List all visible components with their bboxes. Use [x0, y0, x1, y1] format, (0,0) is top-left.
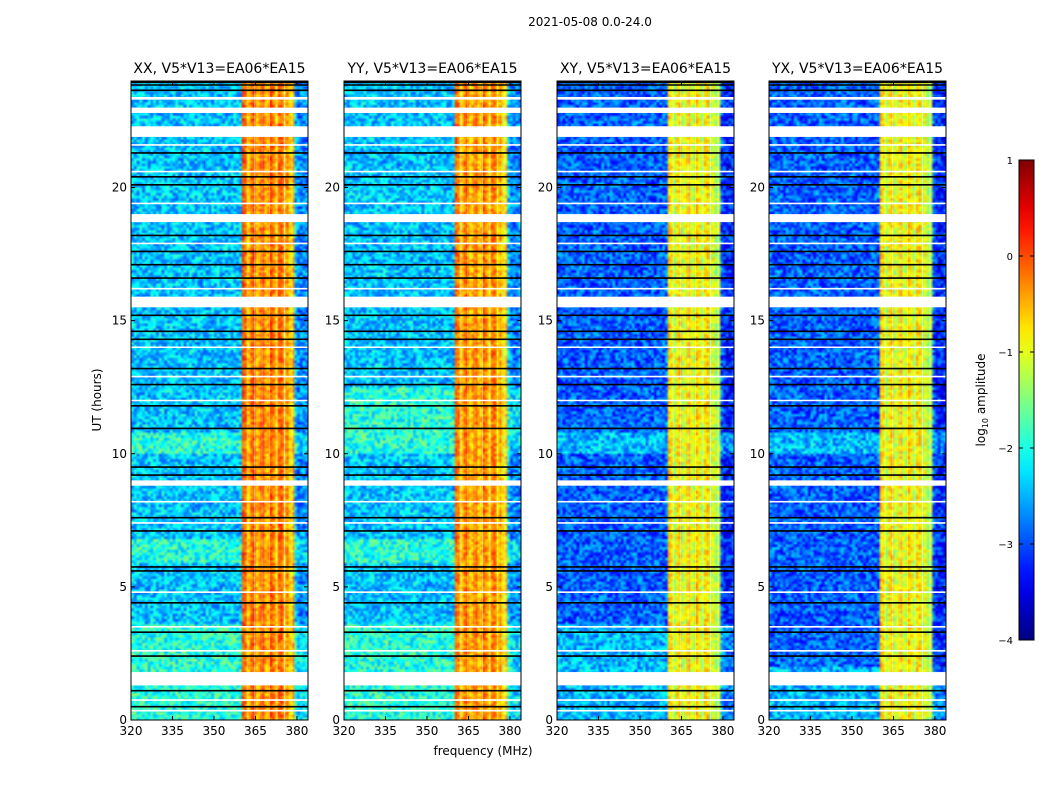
flagged-band [769, 96, 946, 100]
x-tick-label: 365 [670, 724, 693, 738]
flagged-band [769, 480, 946, 486]
y-tick-label: 15 [112, 314, 127, 328]
x-tick-label: 380 [711, 724, 734, 738]
panel-title: XY, V5*V13=EA06*EA15 [560, 61, 731, 77]
y-tick-label: 0 [332, 713, 340, 727]
x-tick-label: 380 [923, 724, 946, 738]
panel-title: YX, V5*V13=EA06*EA15 [771, 61, 943, 77]
x-tick-label: 320 [333, 724, 356, 738]
y-tick-label: 0 [119, 713, 127, 727]
flagged-band [344, 96, 521, 100]
panel-frame [343, 80, 522, 721]
flagged-band [557, 480, 734, 486]
y-tick-label: 0 [757, 713, 765, 727]
panels-group: XX, V5*V13=EA06*EA15 320 335 350 365 380 0 5 10 1… [112, 61, 947, 738]
x-tick-label: 320 [120, 724, 143, 738]
y-tick-label: 5 [119, 580, 127, 594]
x-tick-label: 335 [799, 724, 822, 738]
y-tick-label: 5 [332, 580, 340, 594]
flagged-band [131, 672, 308, 686]
x-tick-label: 335 [374, 724, 397, 738]
flagged-band [344, 126, 521, 137]
panel-frame [768, 80, 947, 721]
panel-frame [130, 80, 309, 721]
colorbar-tick-label: −2 [998, 444, 1013, 455]
panel-4: YX, V5*V13=EA06*EA15 320 335 350 365 380 0 5 10 1… [750, 61, 947, 738]
panel-2: YY, V5*V13=EA06*EA15 320 335 350 365 380 0 5 10 1… [325, 61, 522, 738]
flagged-band [557, 126, 734, 137]
colorbar-label: log10 amplitude [974, 354, 990, 447]
flagged-band [557, 214, 734, 223]
colorbar-label-subscript: 10 [981, 418, 990, 428]
x-tick-label: 380 [285, 724, 308, 738]
panel-1: XX, V5*V13=EA06*EA15 320 335 350 365 380 0 5 10 1… [112, 61, 309, 738]
flagged-band [557, 96, 734, 100]
colorbar: 1 0 −1 −2 −3 −4 [998, 156, 1035, 647]
panel-3: XY, V5*V13=EA06*EA15 320 335 350 365 380 0 5 10 1… [538, 61, 735, 738]
x-tick-label: 350 [629, 724, 652, 738]
flagged-band [344, 214, 521, 223]
flagged-band [131, 96, 308, 100]
x-tick-label: 350 [203, 724, 226, 738]
colorbar-tick-label: 0 [1007, 252, 1013, 263]
y-tick-label: 20 [112, 181, 127, 195]
colorbar-gradient [1018, 159, 1035, 641]
flagged-band [344, 296, 521, 308]
y-tick-label: 20 [538, 181, 553, 195]
x-tick-label: 365 [882, 724, 905, 738]
panel-frame [556, 80, 735, 721]
y-tick-label: 20 [750, 181, 765, 195]
y-tick-label: 10 [325, 447, 340, 461]
x-tick-label: 335 [161, 724, 184, 738]
panel-title: YY, V5*V13=EA06*EA15 [346, 61, 517, 77]
x-tick-label: 320 [758, 724, 781, 738]
x-tick-label: 365 [457, 724, 480, 738]
flagged-band [769, 296, 946, 308]
flagged-band [557, 296, 734, 308]
x-axis-label: frequency (MHz) [433, 744, 532, 758]
y-axis-label: UT (hours) [90, 368, 104, 431]
y-tick-label: 0 [545, 713, 553, 727]
flagged-band [131, 296, 308, 308]
y-tick-label: 10 [750, 447, 765, 461]
flagged-band [131, 107, 308, 113]
panel-title: XX, V5*V13=EA06*EA15 [133, 61, 305, 77]
y-tick-label: 10 [538, 447, 553, 461]
flagged-band [769, 126, 946, 137]
x-tick-label: 380 [498, 724, 521, 738]
flagged-band [131, 126, 308, 137]
y-tick-label: 15 [750, 314, 765, 328]
flagged-band [344, 107, 521, 113]
flagged-band [557, 672, 734, 686]
flagged-band [131, 214, 308, 223]
y-tick-label: 15 [325, 314, 340, 328]
colorbar-label-log: log [974, 428, 988, 446]
x-tick-label: 335 [587, 724, 610, 738]
flagged-band [769, 107, 946, 113]
x-tick-label: 365 [244, 724, 267, 738]
flagged-band [557, 107, 734, 113]
colorbar-tick-label: 1 [1007, 156, 1013, 167]
y-tick-label: 10 [112, 447, 127, 461]
flagged-band [769, 672, 946, 686]
y-tick-label: 15 [538, 314, 553, 328]
y-tick-label: 20 [325, 181, 340, 195]
colorbar-tick-label: −4 [998, 636, 1013, 647]
colorbar-tick-label: −3 [998, 540, 1013, 551]
x-tick-label: 350 [416, 724, 439, 738]
flagged-band [131, 480, 308, 486]
colorbar-tick-label: −1 [998, 348, 1013, 359]
figure-suptitle: 2021-05-08 0.0-24.0 [528, 15, 652, 29]
colorbar-label-rest: amplitude [974, 354, 988, 418]
flagged-band [344, 480, 521, 486]
y-tick-label: 5 [545, 580, 553, 594]
flagged-band [344, 672, 521, 686]
flagged-band [769, 214, 946, 223]
x-tick-label: 350 [841, 724, 864, 738]
y-tick-label: 5 [757, 580, 765, 594]
x-tick-label: 320 [546, 724, 569, 738]
